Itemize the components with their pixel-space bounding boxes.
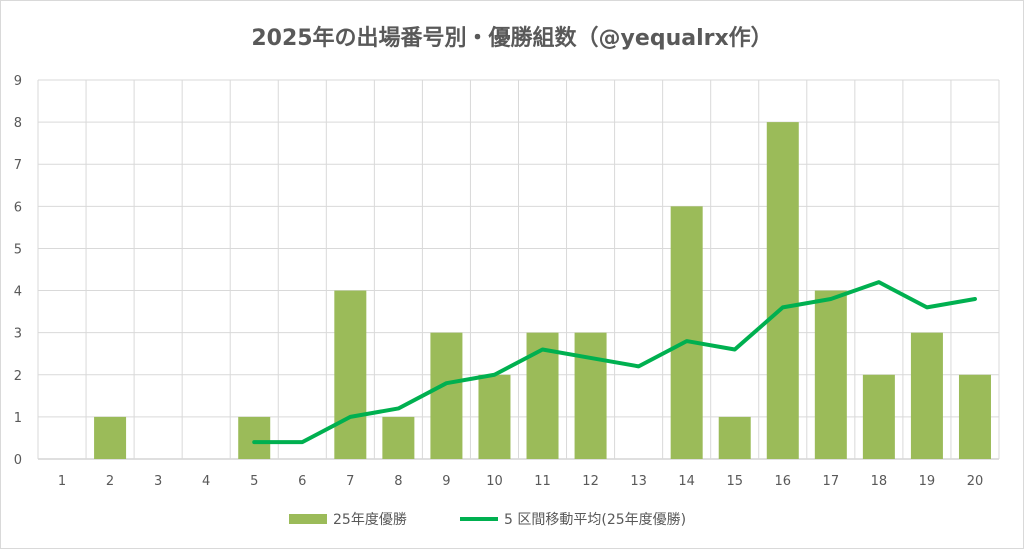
x-tick-label: 1: [58, 474, 66, 489]
x-tick-label: 3: [154, 474, 162, 489]
bar: [718, 416, 751, 459]
bar: [430, 332, 463, 459]
x-tick-label: 13: [630, 474, 647, 489]
x-tick-label: 5: [250, 474, 258, 489]
x-tick-label: 16: [775, 474, 792, 489]
x-axis-ticks: 1 2 3 4 5 6 7 8 9 10 11 12 13 14 15 16 17 18 19 20: [58, 474, 983, 489]
x-tick-label: 7: [346, 474, 354, 489]
legend-swatch-bar: [289, 514, 327, 524]
bar: [958, 374, 991, 459]
moving-average-line: [252, 280, 977, 445]
bar: [94, 416, 127, 459]
x-tick-label: 20: [967, 474, 984, 489]
y-tick-label: 3: [14, 327, 22, 342]
bar: [766, 122, 799, 459]
bar: [382, 416, 415, 459]
bar: [574, 332, 607, 459]
x-tick-label: 18: [871, 474, 888, 489]
x-tick-label: 4: [202, 474, 210, 489]
y-tick-label: 8: [14, 116, 22, 131]
bar: [670, 206, 703, 459]
x-tick-label: 10: [486, 474, 503, 489]
y-tick-label: 5: [14, 242, 22, 257]
x-tick-label: 15: [726, 474, 743, 489]
x-tick-label: 6: [298, 474, 306, 489]
legend: 25年度優勝 5 区間移動平均(25年度優勝): [289, 512, 686, 528]
bar: [862, 374, 895, 459]
x-tick-label: 12: [582, 474, 599, 489]
y-tick-label: 4: [14, 285, 22, 300]
x-tick-label: 11: [534, 474, 551, 489]
y-axis-ticks: 0 1 2 3 4 5 6 7 8 9: [14, 74, 22, 468]
legend-label-line: 5 区間移動平均(25年度優勝): [504, 512, 686, 528]
gridlines: [37, 79, 1000, 460]
bar: [814, 290, 847, 459]
bar: [238, 416, 271, 459]
moving-average-series: [252, 280, 977, 445]
y-tick-label: 6: [14, 200, 22, 215]
y-tick-label: 1: [14, 411, 22, 426]
legend-label-bar: 25年度優勝: [333, 512, 407, 528]
x-tick-label: 17: [823, 474, 840, 489]
bar: [334, 290, 367, 459]
y-tick-label: 0: [14, 453, 22, 468]
y-tick-label: 2: [14, 369, 22, 384]
chart-title: 2025年の出場番号別・優勝組数（@yequalrx作）: [251, 25, 772, 51]
x-tick-label: 8: [394, 474, 402, 489]
bar: [910, 332, 943, 459]
y-tick-label: 7: [14, 158, 22, 173]
y-tick-label: 9: [14, 74, 22, 89]
x-tick-label: 9: [442, 474, 450, 489]
x-tick-label: 2: [106, 474, 114, 489]
bar: [478, 374, 511, 459]
x-tick-label: 14: [678, 474, 695, 489]
x-tick-label: 19: [919, 474, 936, 489]
